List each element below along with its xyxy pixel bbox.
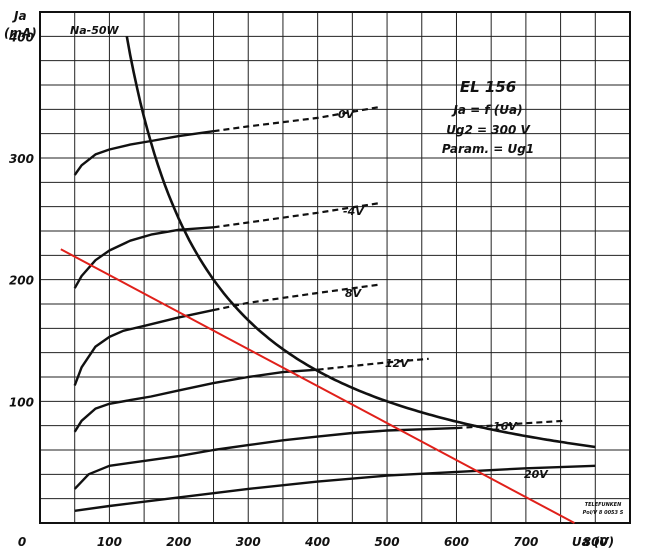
y-axis-label-unit: (mA) [4,26,37,40]
series-line-dashed [213,201,381,229]
x-axis-label: Ua (V) [572,535,614,549]
x-tick-label: 300 [236,535,261,549]
y-tick-label: 400 [8,30,34,44]
power-hyperbola-label: Na-50W [70,24,120,37]
series-line-dashed [456,419,565,430]
x-tick-label: 0 [18,535,26,549]
y-tick-label: 200 [9,274,34,288]
x-tick-label: 400 [304,535,330,549]
series-label: 12V [385,357,410,370]
annotation-title: EL 156 [460,78,516,96]
series-20V-v [74,464,596,512]
series-8V-v [73,283,381,386]
series-label: 20V [524,468,549,481]
annotation-line-1: Ja = f (Ua) [451,103,522,117]
series-label: 0V [338,108,356,121]
annotation-line-2: Ug2 = 300 V [446,123,531,137]
series-12V-v [73,357,429,433]
series-line-dashed [317,357,429,371]
plot-frame [39,11,631,524]
series-line-dashed [213,283,381,312]
series-16V-v [73,419,565,490]
x-tick-label: 700 [513,535,538,549]
x-tick-label: 100 [97,535,122,549]
load-line [60,248,575,524]
series-4V-v [73,201,381,289]
y-axis-label: Ja [12,9,27,23]
grid-lines [40,11,631,523]
series-line-solid [73,426,457,490]
y-tick-label: 300 [9,152,34,166]
footer-code: Pol/V 8 0053 S [583,510,624,516]
series-label: 8V [345,287,363,300]
x-tick-label: 600 [444,535,469,549]
footer-maker: TELEFUNKEN [585,502,622,508]
annotation-line-3: Param. = Ug1 [442,142,534,156]
series-line-solid [74,464,596,512]
x-tick-label: 500 [375,535,400,549]
x-tick-label: 200 [166,535,191,549]
series-line-solid [73,308,214,386]
power-hyperbola-curve [125,36,596,449]
series-line-solid [73,130,214,176]
x-tick-label: 800 [583,535,608,549]
series-line-solid [73,368,318,433]
series-line-solid [73,226,214,289]
y-tick-label: 100 [9,395,34,409]
series-0V-v [73,105,381,176]
series-line-dashed [213,105,381,133]
series-label: -4V [343,205,365,218]
